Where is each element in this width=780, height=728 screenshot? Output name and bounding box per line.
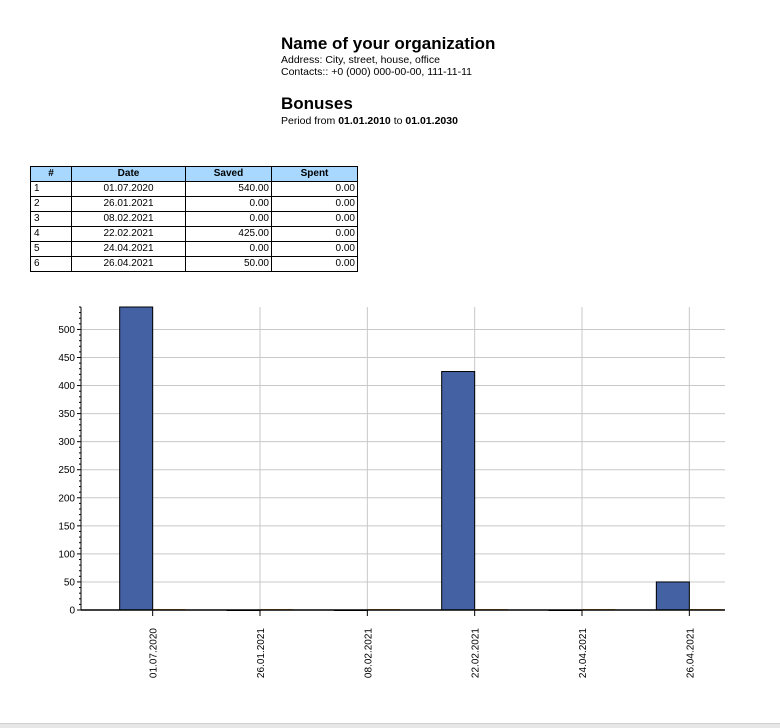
- table-row: 5 24.04.2021 0.00 0.00: [30, 241, 358, 257]
- cell-spent: 0.00: [271, 256, 358, 272]
- x-tick-label: 26.01.2021: [256, 628, 267, 678]
- report-period: Period from 01.01.2010 to 01.01.2030: [281, 114, 495, 128]
- report-header: Name of your organization Address: City,…: [281, 34, 495, 128]
- organization-name: Name of your organization: [281, 34, 496, 53]
- y-tick-label: 500: [58, 325, 75, 336]
- column-header-date: Date: [71, 166, 186, 182]
- page-bottom-border: [0, 723, 780, 728]
- bar-saved: [441, 371, 476, 611]
- column-header-number: #: [30, 166, 72, 182]
- y-tick-label: 400: [58, 381, 75, 392]
- organization-contacts: Contacts:: +0 (000) 000-00-00, 111-11-11: [281, 66, 472, 78]
- period-from: 01.01.2010: [338, 115, 391, 127]
- x-tick-label: 01.07.2020: [149, 628, 160, 678]
- y-tick-label: 50: [64, 577, 76, 588]
- x-tick-label: 26.04.2021: [685, 628, 696, 678]
- y-tick-label: 150: [58, 521, 75, 532]
- table-row: 6 26.04.2021 50.00 0.00: [30, 256, 358, 272]
- y-tick-label: 300: [58, 437, 75, 448]
- x-tick-label: 22.02.2021: [471, 628, 482, 678]
- bar-saved: [119, 306, 154, 611]
- table-row: 3 08.02.2021 0.00 0.00: [30, 211, 358, 227]
- y-tick-label: 450: [58, 353, 75, 364]
- cell-saved: 50.00: [185, 256, 272, 272]
- table-row: 4 22.02.2021 425.00 0.00: [30, 226, 358, 242]
- organization-address: Address: City, street, house, office: [281, 54, 440, 66]
- table-row: 1 01.07.2020 540.00 0.00: [30, 181, 358, 197]
- bonuses-table: # Date Saved Spent 1 01.07.2020 540.00 0…: [30, 166, 358, 272]
- period-prefix: Period from: [281, 115, 336, 127]
- bar-saved: [655, 581, 690, 611]
- y-tick-label: 100: [58, 549, 75, 560]
- y-tick-label: 0: [69, 606, 75, 617]
- y-tick-label: 350: [58, 409, 75, 420]
- period-mid: to: [393, 115, 403, 127]
- period-to: 01.01.2030: [405, 115, 458, 127]
- cell-date: 26.04.2021: [71, 256, 186, 272]
- y-tick-label: 250: [58, 465, 75, 476]
- y-tick-label: 200: [58, 493, 75, 504]
- x-tick-label: 24.04.2021: [578, 628, 589, 678]
- x-tick-label: 08.02.2021: [363, 628, 374, 678]
- report-title: Bonuses: [281, 94, 353, 113]
